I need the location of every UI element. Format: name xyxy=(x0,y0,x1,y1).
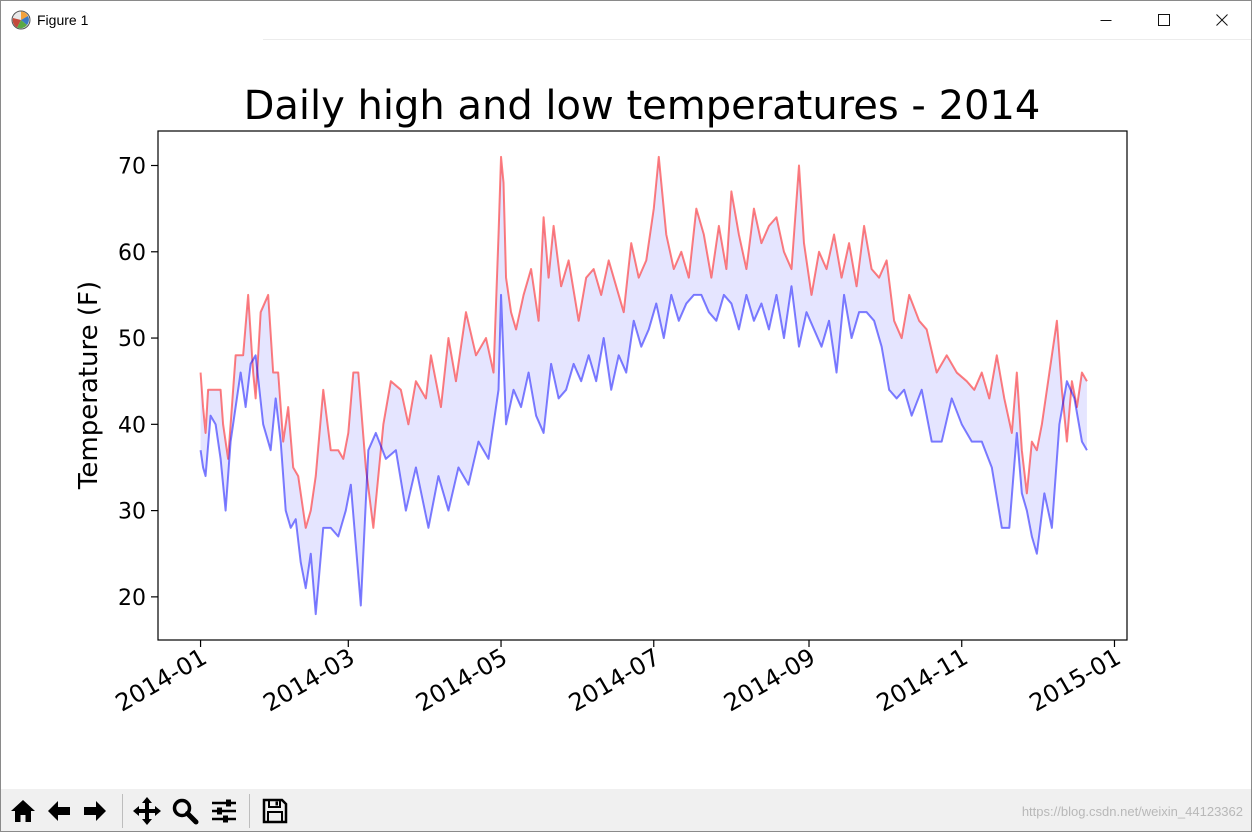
y-tick-label: 50 xyxy=(118,327,146,352)
x-tick-label: 2014-11 xyxy=(872,643,973,717)
y-tick-label: 30 xyxy=(118,500,146,525)
maximize-icon xyxy=(1158,14,1170,26)
low-temperature-line xyxy=(199,285,1088,616)
x-tick-label: 2014-07 xyxy=(564,643,665,717)
toolbar-separator xyxy=(122,794,123,828)
back-button[interactable] xyxy=(43,795,75,827)
magnifier-icon xyxy=(172,798,199,825)
minimize-icon xyxy=(1100,20,1112,21)
toolbar-separator xyxy=(249,794,250,828)
navigation-toolbar: https://blog.csdn.net/weixin_44123362 xyxy=(1,789,1251,831)
temperature-range-fill xyxy=(200,156,1087,615)
title-bar[interactable]: Figure 1 xyxy=(1,1,1251,39)
figure-canvas[interactable]: Daily high and low temperatures - 2014 T… xyxy=(1,41,1251,789)
y-tick-label: 70 xyxy=(118,155,146,180)
home-icon xyxy=(11,800,35,822)
axes-frame xyxy=(157,130,1128,641)
forward-button[interactable] xyxy=(79,795,111,827)
zoom-button[interactable] xyxy=(169,795,201,827)
y-tick-label: 60 xyxy=(118,241,146,266)
pan-button[interactable] xyxy=(131,795,163,827)
x-axis-ticks: 2014-01 2014-03 2014-05 2014-07 2014-09 2014-… xyxy=(111,640,1126,717)
floppy-icon xyxy=(262,798,288,824)
save-button[interactable] xyxy=(259,795,291,827)
watermark-text: https://blog.csdn.net/weixin_44123362 xyxy=(1021,804,1243,819)
maximize-button[interactable] xyxy=(1135,1,1193,39)
move-icon xyxy=(133,797,161,825)
temperature-chart[interactable]: Daily high and low temperatures - 2014 T… xyxy=(1,41,1251,789)
x-tick-label: 2014-09 xyxy=(719,643,820,717)
configure-subplots-button[interactable] xyxy=(208,795,240,827)
fill-between-area xyxy=(200,156,1087,615)
x-tick-label: 2014-05 xyxy=(411,643,512,717)
series-lines xyxy=(199,155,1088,616)
y-axis-label: Temperature (F) xyxy=(74,281,104,490)
matplotlib-icon xyxy=(11,10,31,30)
sliders-icon xyxy=(212,799,236,823)
x-tick-label: 2015-01 xyxy=(1025,643,1126,717)
window-title: Figure 1 xyxy=(37,12,89,28)
title-bar-divider xyxy=(263,39,1251,40)
home-button[interactable] xyxy=(7,795,39,827)
arrow-left-icon xyxy=(48,801,70,821)
minimize-button[interactable] xyxy=(1077,1,1135,39)
x-tick-label: 2014-01 xyxy=(111,643,212,717)
chart-title: Daily high and low temperatures - 2014 xyxy=(244,83,1041,129)
high-temperature-line xyxy=(199,155,1088,529)
x-tick-label: 2014-03 xyxy=(258,643,359,717)
close-icon xyxy=(1216,14,1228,26)
y-axis-ticks: 20 30 40 50 60 70 xyxy=(118,155,158,611)
arrow-right-icon xyxy=(84,801,106,821)
close-button[interactable] xyxy=(1193,1,1251,39)
y-tick-label: 20 xyxy=(118,586,146,611)
y-tick-label: 40 xyxy=(118,413,146,438)
